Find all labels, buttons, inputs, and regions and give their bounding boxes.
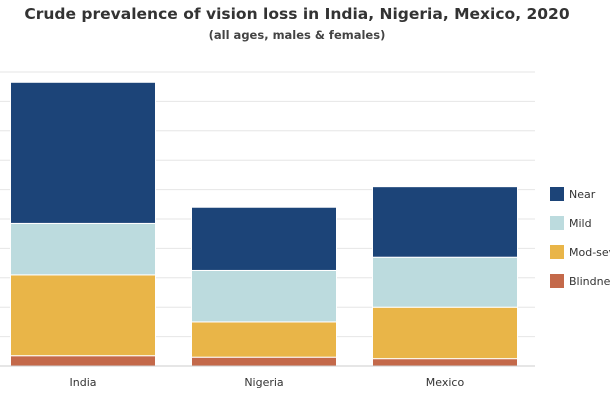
legend-label[interactable]: Near xyxy=(569,188,596,201)
bar-india-near[interactable] xyxy=(10,81,156,224)
bars xyxy=(10,81,518,367)
bar-nigeria-mod-severe[interactable] xyxy=(191,321,337,358)
legend-swatch[interactable] xyxy=(550,274,564,288)
chart-title: Crude prevalence of vision loss in India… xyxy=(24,5,569,23)
bar-india-mod-severe[interactable] xyxy=(10,274,156,357)
bar-india-mild[interactable] xyxy=(10,222,156,276)
chart-subtitle: (all ages, males & females) xyxy=(209,28,386,42)
x-tick-label: Mexico xyxy=(426,376,465,389)
legend-label[interactable]: Mod-sev xyxy=(569,246,610,259)
bar-mexico-mod-severe[interactable] xyxy=(372,306,518,360)
legend-swatch[interactable] xyxy=(550,187,564,201)
x-tick-label: India xyxy=(70,376,97,389)
bar-mexico-near[interactable] xyxy=(372,186,518,258)
bar-nigeria-mild[interactable] xyxy=(191,269,337,323)
legend-swatch[interactable] xyxy=(550,216,564,230)
x-tick-label: Nigeria xyxy=(244,376,283,389)
bar-nigeria-near[interactable] xyxy=(191,206,337,271)
legend-label[interactable]: Mild xyxy=(569,217,592,230)
bar-india-blindness[interactable] xyxy=(10,355,156,367)
legend-label[interactable]: Blindnes xyxy=(569,275,610,288)
legend-swatch[interactable] xyxy=(550,245,564,259)
legend: Near Mild Mod-sev Blindnes xyxy=(550,187,610,288)
x-tick-labels: India Nigeria Mexico xyxy=(70,376,465,389)
bar-mexico-mild[interactable] xyxy=(372,256,518,308)
bar-nigeria-blindness[interactable] xyxy=(191,356,337,367)
bar-mexico-blindness[interactable] xyxy=(372,358,518,367)
